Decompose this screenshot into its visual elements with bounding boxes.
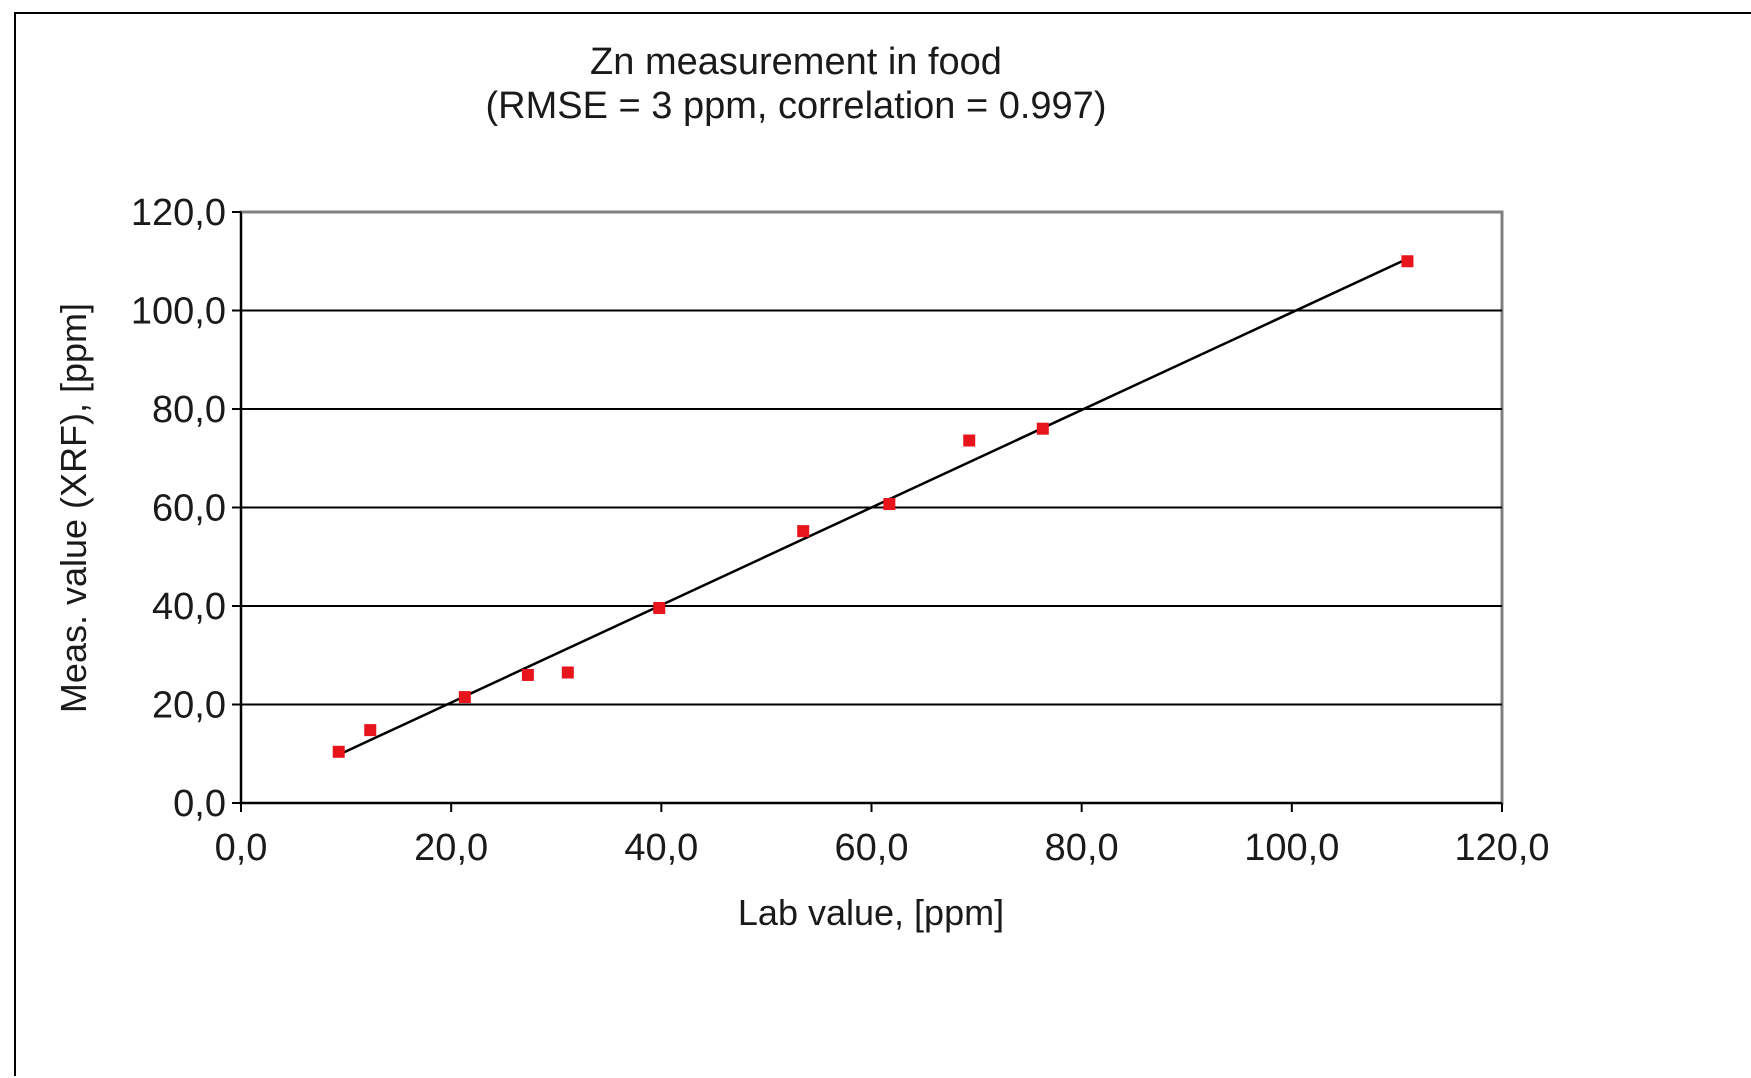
- data-point: [797, 525, 810, 538]
- fit-line: [338, 257, 1408, 756]
- grid-lines: [241, 309, 1502, 706]
- data-points: [332, 255, 1414, 758]
- fit-line-group: [338, 257, 1408, 756]
- x-tick-label: 120,0: [1454, 827, 1549, 869]
- x-tick-label: 0,0: [215, 827, 268, 869]
- y-tick-label: 100,0: [131, 291, 226, 333]
- x-tick-label: 100,0: [1244, 827, 1339, 869]
- data-point: [1401, 255, 1414, 268]
- chart-svg: Zn measurement in food (RMSE = 3 ppm, co…: [53, 41, 1550, 933]
- y-tick-label: 120,0: [131, 192, 226, 234]
- x-tick-label: 80,0: [1045, 827, 1119, 869]
- data-point: [963, 434, 976, 447]
- data-point: [653, 601, 666, 614]
- data-point: [458, 691, 471, 704]
- data-point: [1036, 422, 1049, 435]
- x-tick-label: 40,0: [624, 827, 698, 869]
- data-point: [364, 724, 377, 737]
- x-tick-label: 60,0: [835, 827, 909, 869]
- y-tick-label: 40,0: [152, 586, 226, 628]
- chart-title: Zn measurement in food: [590, 41, 1002, 83]
- y-tick-label: 0,0: [173, 783, 226, 825]
- y-tick-labels: 0,0 20,0 40,0 60,0 80,0 100,0 120,0: [131, 192, 226, 825]
- chart-frame: Zn measurement in food (RMSE = 3 ppm, co…: [14, 12, 1751, 1076]
- data-point: [521, 668, 534, 681]
- x-tick-label: 20,0: [414, 827, 488, 869]
- y-tick-label: 80,0: [152, 389, 226, 431]
- data-point: [561, 666, 574, 679]
- chart-subtitle: (RMSE = 3 ppm, correlation = 0.997): [486, 85, 1107, 127]
- y-tick-label: 60,0: [152, 488, 226, 530]
- x-axis-label: Lab value, [ppm]: [738, 892, 1004, 933]
- y-tick-label: 20,0: [152, 685, 226, 727]
- y-axis-label: Meas. value (XRF), [ppm]: [53, 303, 94, 713]
- data-point: [332, 745, 345, 758]
- x-tick-labels: 0,0 20,0 40,0 60,0 80,0 100,0 120,0: [215, 827, 1550, 869]
- axes: [232, 211, 1503, 812]
- data-point: [883, 498, 896, 511]
